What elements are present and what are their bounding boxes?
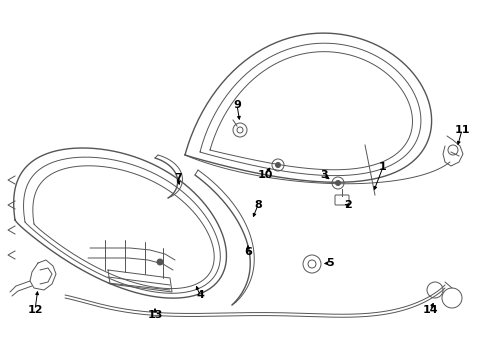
Text: 1: 1 bbox=[379, 162, 387, 172]
Text: 14: 14 bbox=[422, 305, 438, 315]
Circle shape bbox=[275, 162, 280, 167]
Text: 4: 4 bbox=[196, 290, 204, 300]
Circle shape bbox=[336, 180, 341, 185]
Text: 13: 13 bbox=[147, 310, 163, 320]
Text: 9: 9 bbox=[233, 100, 241, 110]
Circle shape bbox=[157, 259, 163, 265]
Text: 11: 11 bbox=[454, 125, 470, 135]
Text: 3: 3 bbox=[320, 170, 328, 180]
Text: 10: 10 bbox=[257, 170, 273, 180]
Text: 12: 12 bbox=[27, 305, 43, 315]
Text: 7: 7 bbox=[174, 173, 182, 183]
Text: 2: 2 bbox=[344, 200, 352, 210]
Text: 6: 6 bbox=[244, 247, 252, 257]
Text: 5: 5 bbox=[326, 258, 334, 268]
Text: 8: 8 bbox=[254, 200, 262, 210]
